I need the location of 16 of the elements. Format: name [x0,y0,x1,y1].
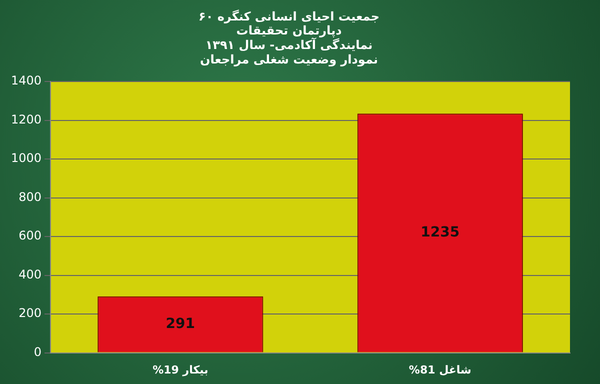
y-tick-label: 0 [34,344,42,359]
y-tick-label: 1400 [10,74,42,88]
text: جمعیت احیای انسانی کنگره ۶۰ [198,9,380,24]
x-tick-label: %19 بیکار [152,363,208,376]
data-label: 291 [166,316,196,332]
y-tick-label: 600 [18,228,42,243]
text: نمایندگی آکادمی- سال ۱۳۹۱ [205,38,373,52]
y-tick-label: 1000 [10,151,42,166]
y-tick-label: 1200 [10,112,42,126]
data-label: 1235 [420,224,460,241]
x-tick-label: %81 شاغل [408,363,472,376]
y-tick-label: 800 [18,190,42,204]
text: نمودار وضعیت شغلی مراجعان [200,52,378,67]
y-tick-label: 200 [18,306,42,320]
text: دپارتمان تحقیقات [236,24,342,38]
y-tick-label: 400 [18,267,42,282]
